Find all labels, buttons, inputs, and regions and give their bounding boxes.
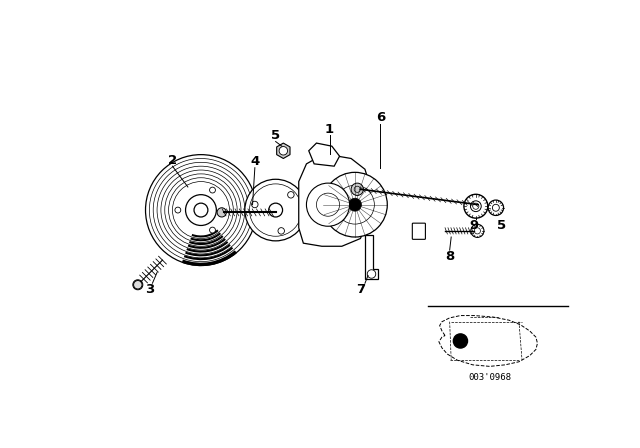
Circle shape <box>287 192 294 198</box>
Circle shape <box>209 187 216 193</box>
Circle shape <box>175 207 180 213</box>
Polygon shape <box>276 143 290 159</box>
Circle shape <box>209 227 216 233</box>
Circle shape <box>279 146 287 155</box>
Polygon shape <box>308 143 340 166</box>
Circle shape <box>488 200 504 215</box>
Circle shape <box>349 198 362 211</box>
Text: 3: 3 <box>145 283 154 296</box>
Text: 9: 9 <box>470 219 479 232</box>
Circle shape <box>471 224 484 237</box>
Circle shape <box>278 228 284 234</box>
Circle shape <box>323 172 387 237</box>
Text: 6: 6 <box>376 111 385 124</box>
Text: 1: 1 <box>325 123 334 136</box>
Circle shape <box>453 334 468 348</box>
Text: 7: 7 <box>356 283 365 296</box>
Circle shape <box>133 280 143 290</box>
Circle shape <box>245 179 307 241</box>
Circle shape <box>307 183 349 226</box>
Circle shape <box>367 270 376 278</box>
Text: 2: 2 <box>168 154 177 167</box>
Polygon shape <box>365 236 378 280</box>
Text: 8: 8 <box>445 250 454 263</box>
Circle shape <box>217 208 227 217</box>
FancyBboxPatch shape <box>412 223 426 239</box>
Text: 5: 5 <box>271 129 280 142</box>
Circle shape <box>351 183 364 195</box>
Circle shape <box>269 203 283 217</box>
Circle shape <box>252 201 258 208</box>
Polygon shape <box>299 154 372 246</box>
Circle shape <box>464 194 488 218</box>
Text: 5: 5 <box>497 219 506 232</box>
Circle shape <box>194 203 208 217</box>
Text: 4: 4 <box>250 155 259 168</box>
Text: 003'0968: 003'0968 <box>468 373 511 382</box>
